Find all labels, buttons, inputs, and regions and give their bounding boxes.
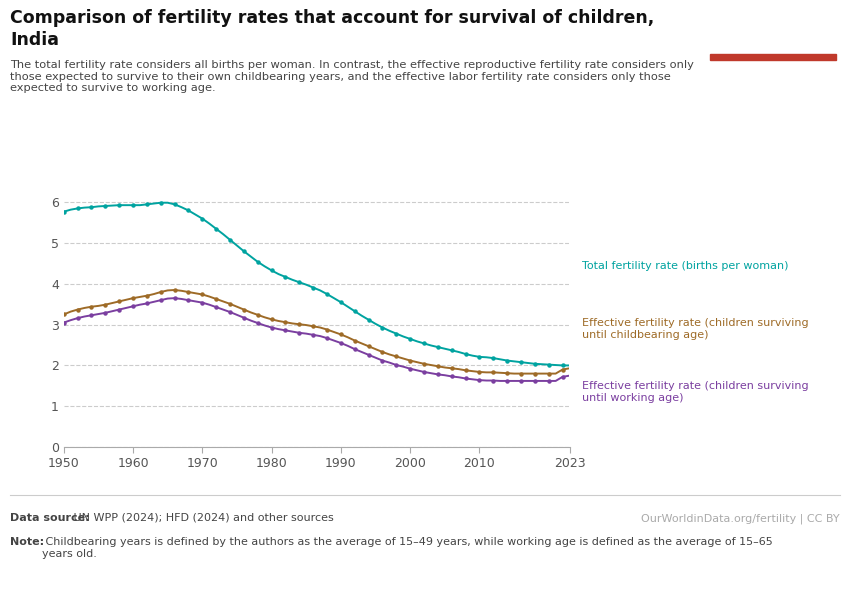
Text: Total fertility rate (births per woman): Total fertility rate (births per woman) xyxy=(582,261,789,271)
Text: Data source:: Data source: xyxy=(10,513,90,523)
Bar xyxy=(710,53,836,60)
Text: India: India xyxy=(10,31,60,49)
Text: Our World: Our World xyxy=(740,14,806,28)
Text: Effective fertility rate (children surviving
until working age): Effective fertility rate (children survi… xyxy=(582,381,809,403)
Text: UN WPP (2024); HFD (2024) and other sources: UN WPP (2024); HFD (2024) and other sour… xyxy=(70,513,333,523)
Text: Childbearing years is defined by the authors as the average of 15–49 years, whil: Childbearing years is defined by the aut… xyxy=(42,537,774,559)
Text: The total fertility rate considers all births per woman. In contrast, the effect: The total fertility rate considers all b… xyxy=(10,60,694,93)
Text: Effective fertility rate (children surviving
until childbearing age): Effective fertility rate (children survi… xyxy=(582,318,809,340)
Text: Comparison of fertility rates that account for survival of children,: Comparison of fertility rates that accou… xyxy=(10,9,654,27)
Text: OurWorldinData.org/fertility | CC BY: OurWorldinData.org/fertility | CC BY xyxy=(641,513,840,523)
Text: in Data: in Data xyxy=(749,32,796,45)
Text: Note:: Note: xyxy=(10,537,44,547)
